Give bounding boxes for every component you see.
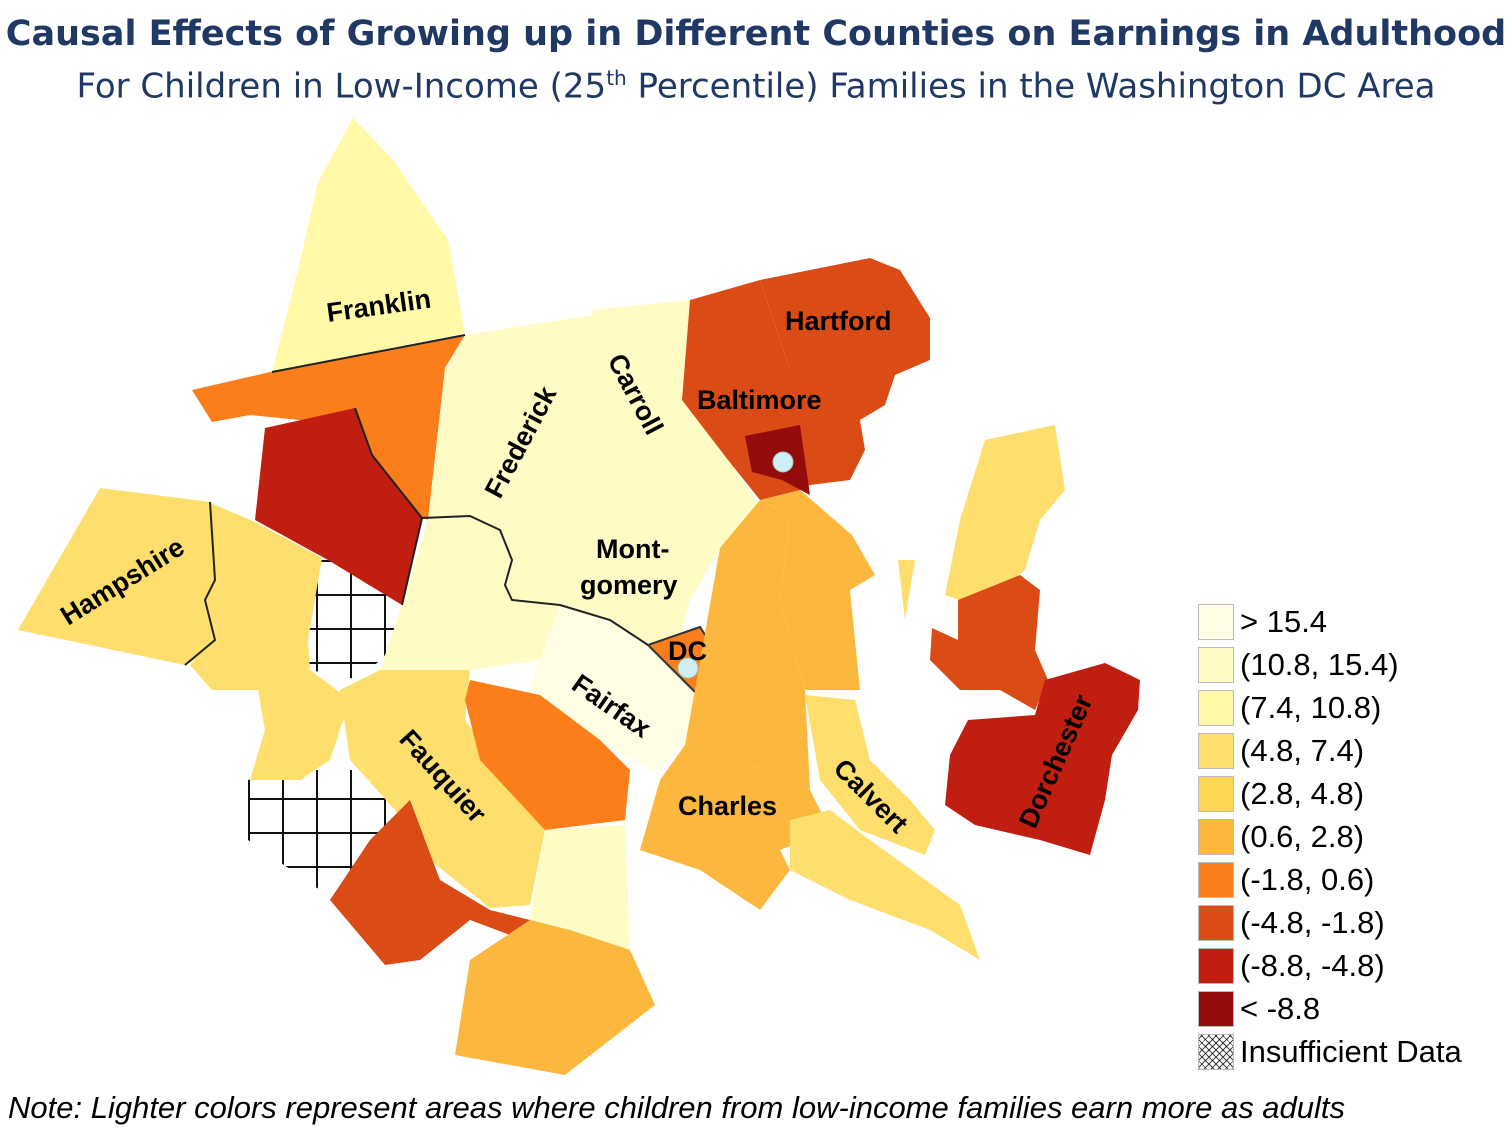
legend-label: (10.8, 15.4) <box>1240 646 1399 682</box>
legend-swatch <box>1198 603 1234 640</box>
map-legend: > 15.4 (10.8, 15.4) (7.4, 10.8) (4.8, 7.4) (… <box>1198 600 1498 1073</box>
county-eastern-1[interactable] <box>945 425 1065 605</box>
legend-item: (-4.8, -1.8) <box>1198 901 1498 944</box>
county-anne-arundel[interactable] <box>760 490 875 690</box>
county-west-2[interactable] <box>190 502 322 690</box>
county-prince-william[interactable] <box>465 680 630 830</box>
legend-label: (-8.8, -4.8) <box>1240 947 1385 983</box>
legend-item: (10.8, 15.4) <box>1198 643 1498 686</box>
legend-item: (-1.8, 0.6) <box>1198 858 1498 901</box>
label-montgomery-2: gomery <box>580 570 678 600</box>
footnote: Note: Lighter colors represent areas whe… <box>8 1090 1346 1125</box>
legend-item-insufficient: Insufficient Data <box>1198 1030 1498 1073</box>
legend-label: (7.4, 10.8) <box>1240 689 1382 725</box>
county-charles[interactable] <box>640 745 830 910</box>
legend-item: < -8.8 <box>1198 987 1498 1030</box>
label-charles: Charles <box>678 791 777 821</box>
legend-swatch <box>1198 861 1234 898</box>
county-loudoun[interactable] <box>380 516 560 670</box>
label-baltimore: Baltimore <box>697 385 822 415</box>
county-baltimore[interactable] <box>682 280 865 500</box>
county-culpeper[interactable] <box>330 800 530 965</box>
legend-swatch-insufficient <box>1198 1033 1234 1070</box>
county-franklin[interactable] <box>272 118 465 372</box>
legend-item: (4.8, 7.4) <box>1198 729 1498 772</box>
legend-swatch <box>1198 646 1234 683</box>
legend-label: > 15.4 <box>1240 603 1328 639</box>
label-montgomery-1: Mont- <box>596 534 669 564</box>
county-southwest-1[interactable] <box>250 670 350 780</box>
county-calvert[interactable] <box>805 695 935 855</box>
state-border-potomac <box>421 514 649 646</box>
subtitle-suffix: Percentile) Families in the Washington D… <box>626 66 1436 107</box>
state-border-hampshire <box>184 501 217 666</box>
legend-swatch <box>1198 732 1234 769</box>
map-title: Causal Effects of Growing up in Differen… <box>5 14 1507 54</box>
legend-item: (2.8, 4.8) <box>1198 772 1498 815</box>
county-frederick[interactable] <box>428 300 690 560</box>
city-marker-dc <box>677 657 699 679</box>
county-red-west[interactable] <box>255 408 422 605</box>
map-subtitle: For Children in Low-Income (25th Percent… <box>0 66 1512 106</box>
legend-swatch <box>1198 990 1234 1027</box>
legend-label: < -8.8 <box>1240 990 1321 1026</box>
legend-label: (-4.8, -1.8) <box>1240 904 1385 940</box>
legend-item: > 15.4 <box>1198 600 1498 643</box>
county-hampshire[interactable] <box>18 488 215 665</box>
city-marker-baltimore <box>772 451 794 473</box>
legend-item: (-8.8, -4.8) <box>1198 944 1498 987</box>
subtitle-prefix: For Children in Low-Income (25 <box>76 66 607 107</box>
county-spotsylvania[interactable] <box>455 920 655 1075</box>
county-dorchester[interactable] <box>945 663 1140 855</box>
state-border-wv <box>354 407 424 606</box>
county-prince-georges[interactable] <box>685 500 810 790</box>
legend-item: (7.4, 10.8) <box>1198 686 1498 729</box>
legend-label: (2.8, 4.8) <box>1240 775 1365 811</box>
legend-label: (4.8, 7.4) <box>1240 732 1365 768</box>
county-eastern-sliver[interactable] <box>898 560 915 620</box>
county-orange-north[interactable] <box>192 335 465 520</box>
legend-swatch <box>1198 818 1234 855</box>
legend-swatch <box>1198 775 1234 812</box>
county-stafford[interactable] <box>530 825 630 950</box>
legend-swatch <box>1198 904 1234 941</box>
county-st-marys[interactable] <box>790 810 980 960</box>
state-border-north <box>271 334 466 373</box>
label-dc: DC <box>668 636 707 666</box>
county-carroll[interactable] <box>590 300 760 548</box>
legend-label-insufficient: Insufficient Data <box>1240 1033 1462 1069</box>
legend-label: (0.6, 2.8) <box>1240 818 1365 854</box>
county-fauquier[interactable] <box>340 670 545 908</box>
legend-item: (0.6, 2.8) <box>1198 815 1498 858</box>
county-montgomery[interactable] <box>505 460 720 645</box>
legend-swatch <box>1198 689 1234 726</box>
legend-label: (-1.8, 0.6) <box>1240 861 1375 897</box>
legend-swatch <box>1198 947 1234 984</box>
label-hartford: Hartford <box>785 306 892 336</box>
county-talbot[interactable] <box>930 575 1048 710</box>
subtitle-superscript: th <box>606 66 627 90</box>
